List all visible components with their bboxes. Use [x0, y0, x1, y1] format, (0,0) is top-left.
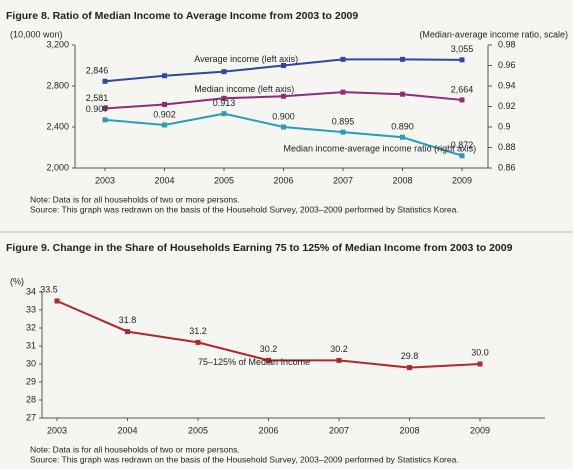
data-label: 0.895 — [332, 117, 355, 127]
y-tick-label: 2,000 — [46, 162, 69, 172]
data-point — [102, 78, 108, 84]
data-label: 0.902 — [153, 109, 176, 119]
y2-tick-label: 0.96 — [498, 60, 516, 70]
data-label: 0.890 — [391, 122, 414, 132]
data-point — [477, 361, 483, 367]
data-point — [336, 357, 342, 363]
note: Note: Data is for all households of two … — [30, 194, 240, 204]
y-tick-label: 28 — [26, 394, 36, 404]
y-tick-label: 2,400 — [46, 121, 69, 131]
data-label: 31.2 — [189, 326, 207, 336]
data-point — [162, 101, 167, 107]
data-point — [195, 339, 201, 345]
y-tick-label: 3,200 — [46, 39, 69, 49]
series-label: Median income-average income ratio (righ… — [284, 143, 477, 153]
data-label: 0.913 — [213, 98, 236, 108]
data-point — [162, 122, 167, 128]
data-point — [221, 95, 227, 101]
data-point — [281, 63, 286, 68]
x-tick-label: 2009 — [452, 175, 472, 185]
data-label: 3,055 — [451, 44, 474, 54]
y2-tick-label: 0.9 — [498, 121, 511, 131]
y2-axis-label: (Median-average income ratio, scale) — [419, 29, 568, 39]
x-tick-label: 2007 — [333, 175, 353, 185]
y-tick-label: 33 — [26, 304, 36, 314]
source: Source: This graph was redrawn on the ba… — [30, 454, 459, 464]
data-point — [459, 97, 465, 103]
y2-tick-label: 0.92 — [498, 101, 516, 111]
y2-tick-label: 0.88 — [498, 142, 516, 152]
y-tick-label: 34 — [26, 286, 36, 296]
data-point — [281, 124, 286, 130]
y2-tick-label: 0.94 — [498, 80, 516, 90]
y2-tick-label: 0.86 — [498, 162, 516, 172]
data-label: 0.907 — [86, 104, 109, 114]
data-point — [400, 134, 405, 140]
x-tick-label: 2008 — [392, 175, 412, 185]
x-tick-label: 2007 — [329, 425, 349, 435]
y-axis-label: (10,000 won) — [10, 29, 63, 39]
series-label: 75–125% of Median Income — [198, 357, 310, 367]
data-label: 2,581 — [86, 93, 109, 103]
y-tick-label: 31 — [26, 340, 36, 350]
x-tick-label: 2008 — [399, 425, 419, 435]
data-point — [125, 329, 130, 335]
y-tick-label: 29 — [26, 376, 36, 386]
x-tick-label: 2005 — [214, 175, 234, 185]
x-tick-label: 2009 — [470, 425, 490, 435]
data-point — [400, 91, 405, 97]
data-point — [221, 111, 227, 117]
data-point — [221, 69, 227, 75]
data-label: 30.2 — [330, 344, 348, 354]
data-point — [459, 153, 465, 159]
y2-tick-label: 0.98 — [498, 39, 516, 49]
data-point — [340, 89, 346, 95]
series-label: Average income (left axis) — [194, 54, 298, 64]
data-point — [162, 73, 167, 79]
data-label: 0.900 — [272, 111, 295, 121]
y-tick-label: 27 — [26, 412, 36, 422]
data-point — [400, 56, 405, 62]
data-label: 29.8 — [401, 351, 419, 361]
x-tick-label: 2003 — [47, 425, 67, 435]
y-axis-label: (%) — [10, 276, 24, 286]
data-point — [340, 129, 346, 135]
x-tick-label: 2006 — [273, 175, 293, 185]
data-label: 30.2 — [260, 344, 278, 354]
y-tick-label: 2,800 — [46, 80, 69, 90]
y-tick-label: 32 — [26, 322, 36, 332]
series-label: Median income (left axis) — [194, 84, 294, 94]
data-point — [266, 357, 271, 363]
x-tick-label: 2003 — [95, 175, 115, 185]
x-tick-label: 2004 — [154, 175, 174, 185]
data-point — [459, 57, 465, 63]
data-point — [407, 365, 412, 371]
x-tick-label: 2006 — [258, 425, 278, 435]
data-point — [281, 93, 286, 99]
data-point — [340, 56, 346, 62]
data-point — [102, 105, 108, 111]
data-label: 33.5 — [40, 284, 58, 294]
note: Note: Data is for all households of two … — [30, 444, 240, 454]
x-tick-label: 2004 — [117, 425, 137, 435]
data-point — [54, 298, 60, 304]
x-tick-label: 2005 — [188, 425, 208, 435]
data-label: 30.0 — [471, 347, 489, 357]
data-label: 2,846 — [86, 66, 109, 76]
data-label: 31.8 — [119, 315, 137, 325]
data-label: 0.872 — [451, 140, 474, 150]
data-point — [102, 117, 108, 123]
source: Source: This graph was redrawn on the ba… — [30, 204, 459, 214]
data-label: 2,664 — [451, 84, 474, 94]
chart-title: Figure 9. Change in the Share of Househo… — [6, 242, 513, 254]
y-tick-label: 30 — [26, 358, 36, 368]
chart-title: Figure 8. Ratio of Median Income to Aver… — [6, 10, 358, 22]
